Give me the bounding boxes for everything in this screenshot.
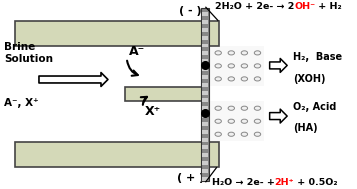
Bar [202,51,208,55]
Text: + H₂: + H₂ [315,2,342,11]
Text: ( + ): ( + ) [177,173,204,183]
Ellipse shape [228,51,235,55]
Ellipse shape [215,77,221,81]
Text: 2H⁺: 2H⁺ [275,178,294,187]
Text: H₂O → 2e- +: H₂O → 2e- + [212,178,275,187]
Text: A⁻: A⁻ [129,45,145,58]
Bar [209,46,264,86]
Ellipse shape [228,64,235,68]
Ellipse shape [228,119,235,123]
Ellipse shape [215,132,221,136]
Text: X⁺: X⁺ [145,105,161,118]
Bar [202,91,208,94]
Bar [202,75,208,79]
Text: Brine
Solution: Brine Solution [4,42,53,64]
Bar [202,106,208,110]
Text: (HA): (HA) [293,123,318,133]
Bar [202,153,208,157]
Ellipse shape [241,77,248,81]
Bar [15,142,219,167]
Text: + 0.5O₂: + 0.5O₂ [294,178,337,187]
Ellipse shape [228,106,235,110]
Ellipse shape [228,132,235,136]
Bar [201,8,209,181]
Ellipse shape [228,77,235,81]
Bar [202,146,208,149]
Text: ( - ): ( - ) [179,6,202,16]
Bar [15,21,219,46]
Bar [125,87,207,101]
Bar [202,83,208,87]
Ellipse shape [254,119,261,123]
Bar [202,177,208,181]
Text: OH⁻: OH⁻ [294,2,316,11]
Text: 2H₂O + 2e- → 2: 2H₂O + 2e- → 2 [215,2,295,11]
Bar [202,98,208,102]
Text: A⁻, X⁺: A⁻, X⁺ [4,98,39,108]
Bar [202,36,208,40]
Ellipse shape [254,77,261,81]
Ellipse shape [254,64,261,68]
Ellipse shape [215,51,221,55]
Ellipse shape [241,119,248,123]
Ellipse shape [254,132,261,136]
Bar [202,20,208,24]
Bar [202,138,208,142]
Bar [202,122,208,126]
Ellipse shape [241,64,248,68]
Text: (XOH): (XOH) [293,74,326,84]
Ellipse shape [254,106,261,110]
Ellipse shape [215,64,221,68]
Text: O₂, Acid: O₂, Acid [293,102,337,112]
Bar [202,114,208,118]
Bar [202,67,208,71]
Bar [202,28,208,32]
Ellipse shape [241,51,248,55]
Ellipse shape [215,106,221,110]
Bar [209,101,264,141]
Bar [202,161,208,165]
Ellipse shape [241,106,248,110]
Bar [202,43,208,47]
Bar [202,12,208,16]
Bar [202,59,208,63]
Ellipse shape [241,132,248,136]
Ellipse shape [215,119,221,123]
Bar [202,169,208,173]
Bar [202,130,208,134]
Ellipse shape [254,51,261,55]
Text: H₂,  Base: H₂, Base [293,52,343,62]
